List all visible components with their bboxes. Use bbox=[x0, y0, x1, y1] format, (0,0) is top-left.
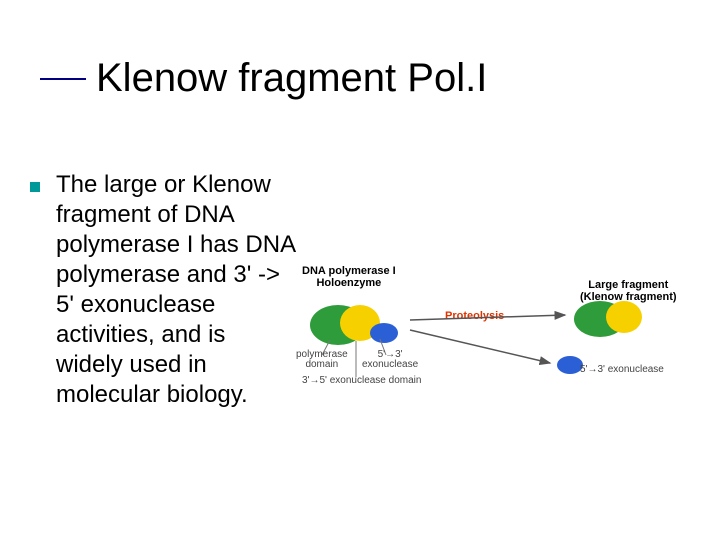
holo-blue-blob bbox=[370, 323, 398, 343]
arrow-to-small bbox=[410, 330, 550, 363]
title-row: Klenow fragment Pol.I bbox=[40, 56, 680, 101]
body-text: The large or Klenow fragment of DNA poly… bbox=[56, 170, 296, 410]
slide-title: Klenow fragment Pol.I bbox=[96, 56, 487, 101]
polymerase-domain-label: polymerase domain bbox=[296, 350, 348, 370]
bullet-icon bbox=[30, 182, 40, 192]
arrow-to-large bbox=[410, 315, 565, 320]
exo-5-3-right-label: 5'→3' exonuclease bbox=[580, 364, 664, 375]
slide: Klenow fragment Pol.I The large or Kleno… bbox=[0, 0, 720, 540]
large-yellow-blob bbox=[606, 301, 642, 333]
diagram-svg bbox=[290, 265, 710, 415]
body-row: The large or Klenow fragment of DNA poly… bbox=[30, 170, 296, 410]
title-accent-line bbox=[40, 78, 86, 80]
klenow-diagram: DNA polymerase I Holoenzyme Proteolysis … bbox=[290, 265, 710, 415]
exo-5-3-label: 5'→3' exonuclease bbox=[362, 350, 418, 370]
exo-3-5-domain-label: 3'→5' exonuclease domain bbox=[302, 375, 421, 386]
